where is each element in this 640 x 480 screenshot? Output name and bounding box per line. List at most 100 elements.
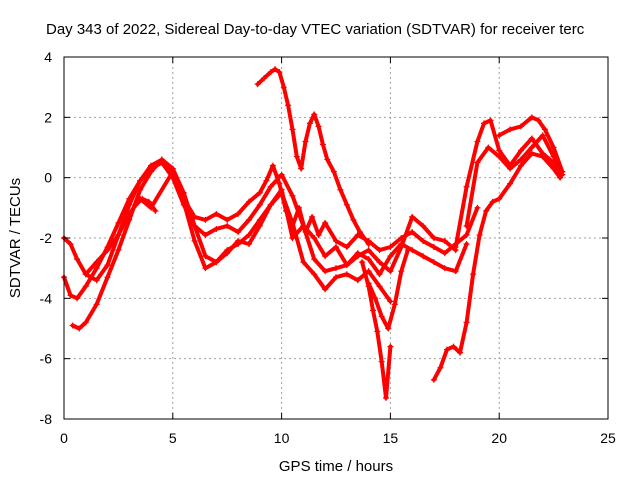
data-point [409,213,416,220]
data-point [430,244,437,251]
data-point [557,174,564,181]
data-point [480,120,487,127]
data-point [306,120,313,127]
data-point [235,241,242,248]
data-point [69,322,76,329]
data-point [263,177,270,184]
x-tick-label: 20 [491,430,507,446]
data-point [409,228,416,235]
data-point [452,268,459,275]
data-point [369,307,376,314]
series-track-10 [452,117,566,251]
series-trace [133,196,158,213]
data-point [67,292,74,299]
data-point [457,349,464,356]
data-point [365,256,372,263]
data-point [261,75,268,82]
axis-ticks [63,56,609,420]
data-point [145,198,152,205]
data-point [376,283,383,290]
series-track-3 [69,156,459,332]
series-trace [62,157,480,283]
data-point [285,102,292,109]
data-point [378,358,385,365]
data-point [272,66,279,73]
data-point [82,271,89,278]
y-tick-label: -2 [40,230,53,246]
data-point [82,319,89,326]
data-point [365,280,372,287]
data-point [289,235,296,241]
data-point [224,222,231,229]
series-trace [453,118,565,249]
series-trace [464,133,565,228]
data-point [487,117,494,124]
data-point [267,69,274,76]
data-point [517,156,524,163]
data-point [202,265,209,272]
data-point [245,231,252,238]
data-point [483,207,490,214]
data-point [311,111,318,118]
data-point [496,153,503,160]
data-point [528,114,535,121]
data-point [289,219,296,226]
data-point [254,81,261,88]
y-tick-label: 0 [44,170,52,186]
data-point [276,69,283,76]
data-point [67,241,74,248]
data-point [245,198,252,205]
data-point [387,298,394,305]
data-point [245,241,252,248]
data-point [235,228,242,235]
data-point [132,201,139,208]
data-point [378,313,385,320]
data-point [311,235,318,241]
data-point [322,253,329,260]
data-point [474,138,481,145]
data-points [61,66,566,401]
data-point [507,126,514,133]
series-track-9 [430,150,564,383]
data-point [104,274,111,281]
data-point [137,177,144,184]
data-point [256,216,263,223]
data-point [365,247,372,254]
series-track-8 [365,247,411,332]
data-point [376,271,383,278]
data-point [337,186,344,193]
data-point [365,241,372,248]
data-point [365,268,372,275]
data-point [256,189,263,196]
data-point [158,156,165,163]
data-point [430,376,437,383]
data-point [383,394,390,401]
data-point [354,253,361,260]
data-point [293,153,300,160]
data-point [309,213,316,220]
data-point [289,192,296,199]
x-tick-labels: 0 5 10 15 20 25 [60,430,616,446]
data-point [420,253,427,260]
data-point [278,171,285,178]
data-point [387,343,394,350]
data-point [517,147,524,154]
data-point [528,144,535,151]
series-track-12 [496,114,566,175]
data-point [541,126,548,133]
data-point [452,244,459,251]
data-point [496,132,503,139]
data-point [476,231,483,238]
data-point [267,201,274,208]
y-axis-label: SDTVAR / TECUs [7,178,24,298]
data-point [387,244,394,251]
data-point [387,268,394,275]
data-point [398,268,405,275]
data-point [359,259,366,266]
data-point [322,219,329,226]
data-point [387,253,394,260]
data-point [528,150,535,157]
data-point [376,259,383,266]
data-point [343,244,350,251]
